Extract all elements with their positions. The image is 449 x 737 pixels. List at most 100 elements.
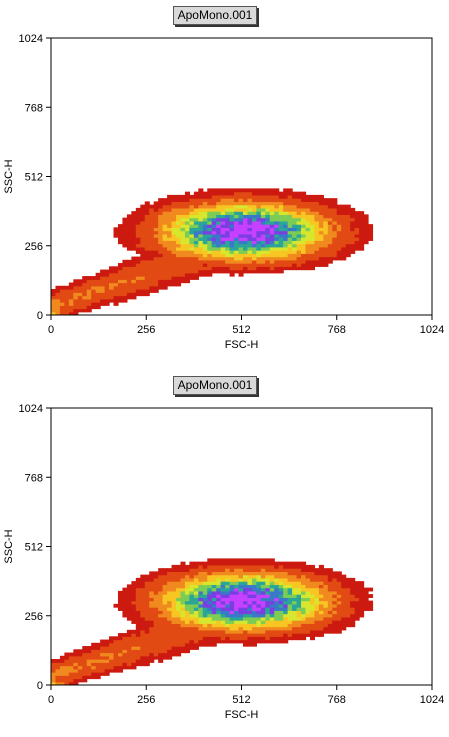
density-cell [135,636,141,641]
density-cell [167,243,173,248]
density-cell [269,616,275,621]
density-cell [149,584,155,589]
density-cell [287,633,293,637]
density-cell [363,214,369,219]
density-cell [225,227,231,232]
density-cell [314,616,320,621]
density-cell [158,623,164,628]
density-cell [51,289,57,293]
density-cell [176,233,182,238]
density-cell [68,652,74,657]
density-cell [292,211,298,215]
density-cell [207,198,213,202]
density-cell [211,227,217,232]
density-cell [144,662,150,667]
density-cell [296,564,302,569]
density-cell [158,214,164,219]
density-cell [314,246,320,251]
density-cell [225,607,231,611]
density-cell [59,289,65,293]
density-cell [135,607,141,611]
density-cell [193,256,199,261]
density-cell [363,607,369,611]
density-cell [318,240,324,245]
density-cell [225,561,231,566]
density-cell [149,594,155,598]
density-cell [198,272,204,277]
density-cell [198,198,204,202]
density-cell [350,233,356,238]
density-cell [350,590,356,595]
density-cell [77,282,83,287]
plot-title-tab[interactable]: ApoMono.001 [173,6,257,25]
density-cell [171,233,177,238]
density-cell [247,600,253,605]
density-cell [131,292,137,297]
density-cell [117,230,124,235]
plot-title-tab[interactable]: ApoMono.001 [173,376,257,395]
density-cell [265,233,271,238]
density-cell [149,289,155,293]
density-cell [350,214,356,219]
density-cell [135,626,141,631]
density-cell [350,207,356,212]
density-cell [180,577,186,582]
density-cell [234,597,240,602]
density-cell [158,639,164,644]
density-cell [126,263,132,267]
density-cell [171,198,177,202]
density-cell [171,282,177,287]
density-cell [274,214,280,219]
density-cell [234,629,240,634]
density-cell [149,204,155,209]
density-cell [162,214,168,219]
density-cell [323,259,329,264]
density-cell [202,204,208,209]
density-cell [229,613,235,618]
density-cell [265,610,271,615]
density-cell [247,230,253,235]
density-cell [296,233,302,238]
density-cell [86,295,92,300]
density-cell [55,298,61,303]
density-cell [274,626,280,631]
density-cell [287,616,293,621]
density-cell [131,272,137,277]
density-cell [314,607,320,611]
density-cell [283,581,289,585]
density-cell [162,204,168,209]
density-cell [251,610,257,615]
density-cell [104,672,110,676]
density-cell [211,633,217,637]
density-cell [104,302,110,306]
density-cell [287,629,293,634]
density-cell [309,240,316,245]
density-cell [225,230,231,235]
density-cell [153,243,159,248]
density-cell [117,642,124,647]
density-cell [354,233,360,238]
density-cell [180,646,186,650]
density-cell [104,639,110,644]
density-cell [278,191,284,196]
density-cell [207,207,213,212]
density-cell [73,282,79,287]
density-cell [140,224,146,228]
density-cell [113,603,119,608]
density-cell [171,263,177,267]
density-cell [301,577,307,582]
density-cell [242,263,249,267]
density-cell [301,220,307,225]
density-cell [278,577,284,582]
density-cell [269,564,275,569]
density-cell [117,298,124,303]
density-cell [193,201,199,206]
density-cell [126,279,132,284]
density-cell [274,191,280,196]
density-cell [265,214,271,219]
density-cell [216,561,222,566]
density-cell [242,558,249,563]
density-cell [189,220,195,225]
density-cell [287,590,293,595]
density-cell [153,237,159,241]
